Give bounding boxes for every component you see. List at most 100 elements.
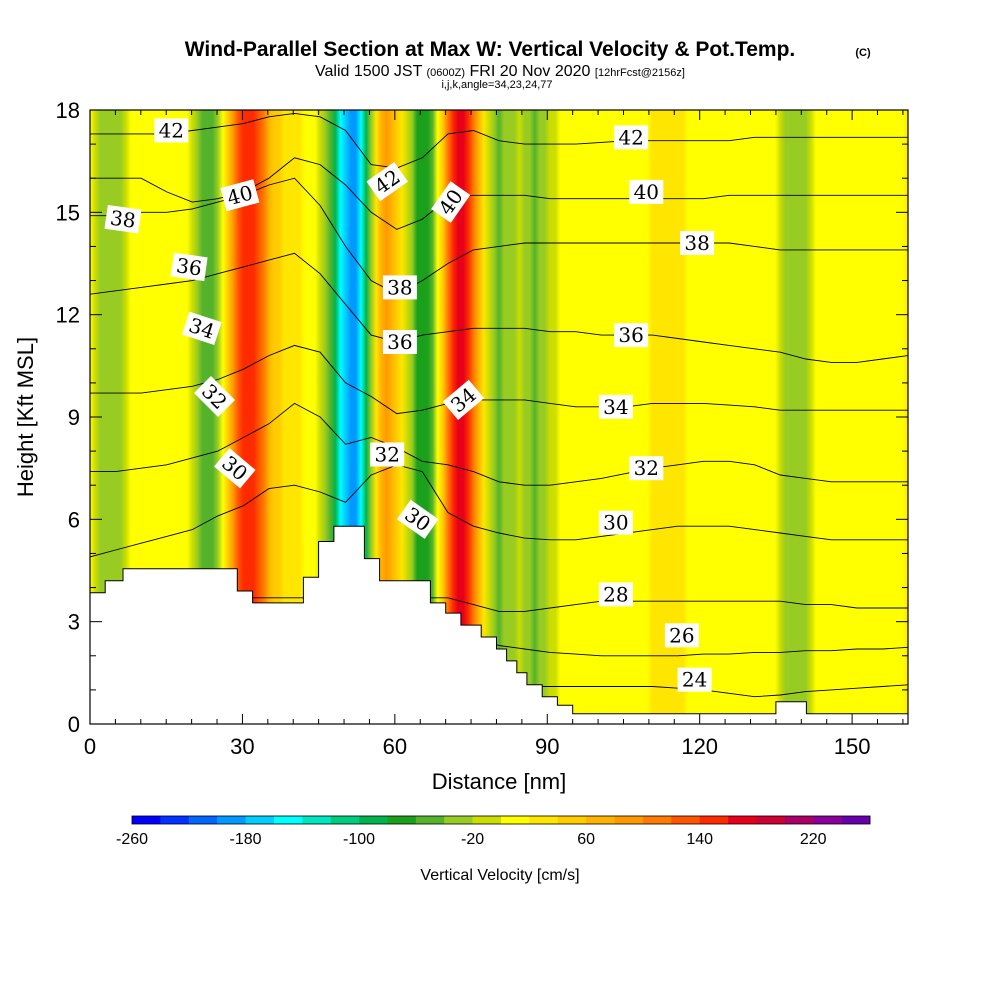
- contour-label-22: 26: [664, 623, 699, 648]
- contour-label-9: 38: [382, 275, 417, 300]
- svg-text:40: 40: [634, 180, 659, 204]
- colorbar-swatch: [501, 816, 530, 824]
- contour-label-group: 4238403634323042403836343230424038363432…: [104, 118, 715, 692]
- theta-contour-32: [90, 402, 908, 486]
- colorbar-title: Vertical Velocity [cm/s]: [420, 867, 579, 884]
- contour-label-19: 32: [629, 456, 664, 481]
- theta-contour-36: [90, 252, 908, 363]
- x-tick-label-120: 120: [681, 734, 718, 759]
- svg-text:34: 34: [603, 395, 628, 419]
- colorbar-swatch: [273, 816, 303, 824]
- colorbar-swatch: [217, 816, 246, 824]
- contour-label-14: 42: [614, 125, 649, 150]
- colorbar-swatch: [188, 816, 218, 824]
- colorbar-swatch: [415, 816, 445, 824]
- y-tick-label-9: 9: [68, 405, 80, 430]
- y-tick-label-6: 6: [68, 507, 80, 532]
- colorbar-swatch: [756, 816, 786, 824]
- svg-text:26: 26: [669, 623, 694, 647]
- colorbar-swatch: [784, 816, 814, 824]
- contour-label-21: 28: [598, 582, 633, 607]
- x-tick-label-60: 60: [383, 734, 407, 759]
- svg-text:32: 32: [374, 443, 399, 467]
- x-tick-label-90: 90: [535, 734, 559, 759]
- x-tick-label-150: 150: [834, 734, 871, 759]
- contour-label-3: 36: [170, 252, 208, 282]
- contour-label-12: 32: [370, 442, 405, 467]
- colorbar-swatch: [728, 816, 757, 824]
- contour-label-18: 34: [598, 394, 633, 419]
- colorbar-swatch: [813, 816, 842, 824]
- colorbar: -260 -180 -100 -20 60 140 220: [116, 815, 871, 848]
- svg-text:42: 42: [159, 119, 184, 143]
- copyright-mark: (C): [855, 47, 871, 59]
- svg-text:36: 36: [387, 330, 412, 354]
- contour-label-15: 40: [629, 179, 664, 204]
- colorbar-swatch: [302, 816, 331, 824]
- colorbar-label--180: -180: [230, 831, 262, 848]
- y-tick-label-18: 18: [56, 98, 80, 123]
- svg-text:30: 30: [603, 511, 628, 535]
- y-tick-label-12: 12: [56, 303, 80, 328]
- theta-contour-42: [90, 112, 908, 169]
- svg-text:32: 32: [634, 456, 659, 480]
- colorbar-swatch: [557, 816, 587, 824]
- colorbar-swatch: [529, 816, 559, 824]
- contour-label-17: 36: [614, 323, 649, 348]
- colorbar-label--260: -260: [116, 831, 148, 848]
- svg-text:36: 36: [618, 323, 643, 347]
- contour-label-13: 30: [396, 499, 439, 539]
- svg-text:36: 36: [175, 253, 204, 280]
- colorbar-swatch: [444, 816, 473, 824]
- colorbar-swatch: [671, 816, 700, 824]
- theta-contour-34: [90, 344, 908, 415]
- colorbar-swatch: [245, 816, 275, 824]
- forecast-info: [12hrFcst@2156z]: [595, 67, 685, 79]
- colorbar-swatch: [359, 816, 388, 824]
- colorbar-label-140: 140: [686, 831, 713, 848]
- colorbar-swatch: [699, 816, 729, 824]
- contour-label-4: 34: [181, 311, 222, 345]
- chart-title: Wind-Parallel Section at Max W: Vertical…: [185, 38, 796, 61]
- colorbar-swatch: [841, 816, 871, 824]
- valid-time-line: Valid 1500 JST (0600Z) FRI 20 Nov 2020 […: [315, 63, 685, 80]
- contour-label-20: 30: [598, 510, 633, 535]
- colorbar-swatch: [614, 816, 644, 824]
- contour-label-0: 42: [154, 118, 189, 143]
- contour-label-1: 38: [104, 204, 142, 234]
- y-axis-title: Height [Kft MSL]: [13, 337, 38, 497]
- colorbar-swatch: [586, 816, 615, 824]
- colorbar-label-60: 60: [577, 831, 595, 848]
- colorbar-label-220: 220: [800, 831, 827, 848]
- colorbar-swatch: [472, 816, 502, 824]
- colorbar-label--20: -20: [461, 831, 484, 848]
- valid-date: FRI 20 Nov 2020: [470, 63, 591, 80]
- colorbar-swatch: [132, 816, 161, 824]
- x-tick-label-30: 30: [230, 734, 254, 759]
- svg-text:38: 38: [387, 275, 412, 299]
- contour-label-16: 38: [680, 231, 715, 255]
- svg-text:38: 38: [684, 231, 709, 255]
- colorbar-swatch: [642, 816, 672, 824]
- contour-label-23: 24: [677, 667, 712, 692]
- x-axis-title: Distance [nm]: [432, 769, 567, 794]
- theta-contour-30: [90, 464, 908, 558]
- contour-label-10: 36: [382, 330, 417, 354]
- x-tick-label-0: 0: [84, 734, 96, 759]
- svg-text:38: 38: [109, 206, 138, 233]
- svg-text:42: 42: [618, 125, 643, 149]
- svg-text:28: 28: [603, 582, 628, 606]
- colorbar-swatch: [387, 816, 417, 824]
- y-tick-label-15: 15: [56, 200, 80, 225]
- colorbar-label--100: -100: [343, 831, 375, 848]
- svg-text:24: 24: [682, 668, 707, 692]
- valid-utc: (0600Z): [427, 67, 466, 79]
- grid-indices: i,j,k,angle=34,23,24,77: [441, 79, 552, 91]
- y-tick-label-0: 0: [68, 712, 80, 737]
- terrain-mask: [90, 525, 908, 724]
- colorbar-swatch: [160, 816, 190, 824]
- valid-prefix: Valid 1500 JST: [315, 63, 423, 80]
- y-tick-label-3: 3: [68, 610, 80, 635]
